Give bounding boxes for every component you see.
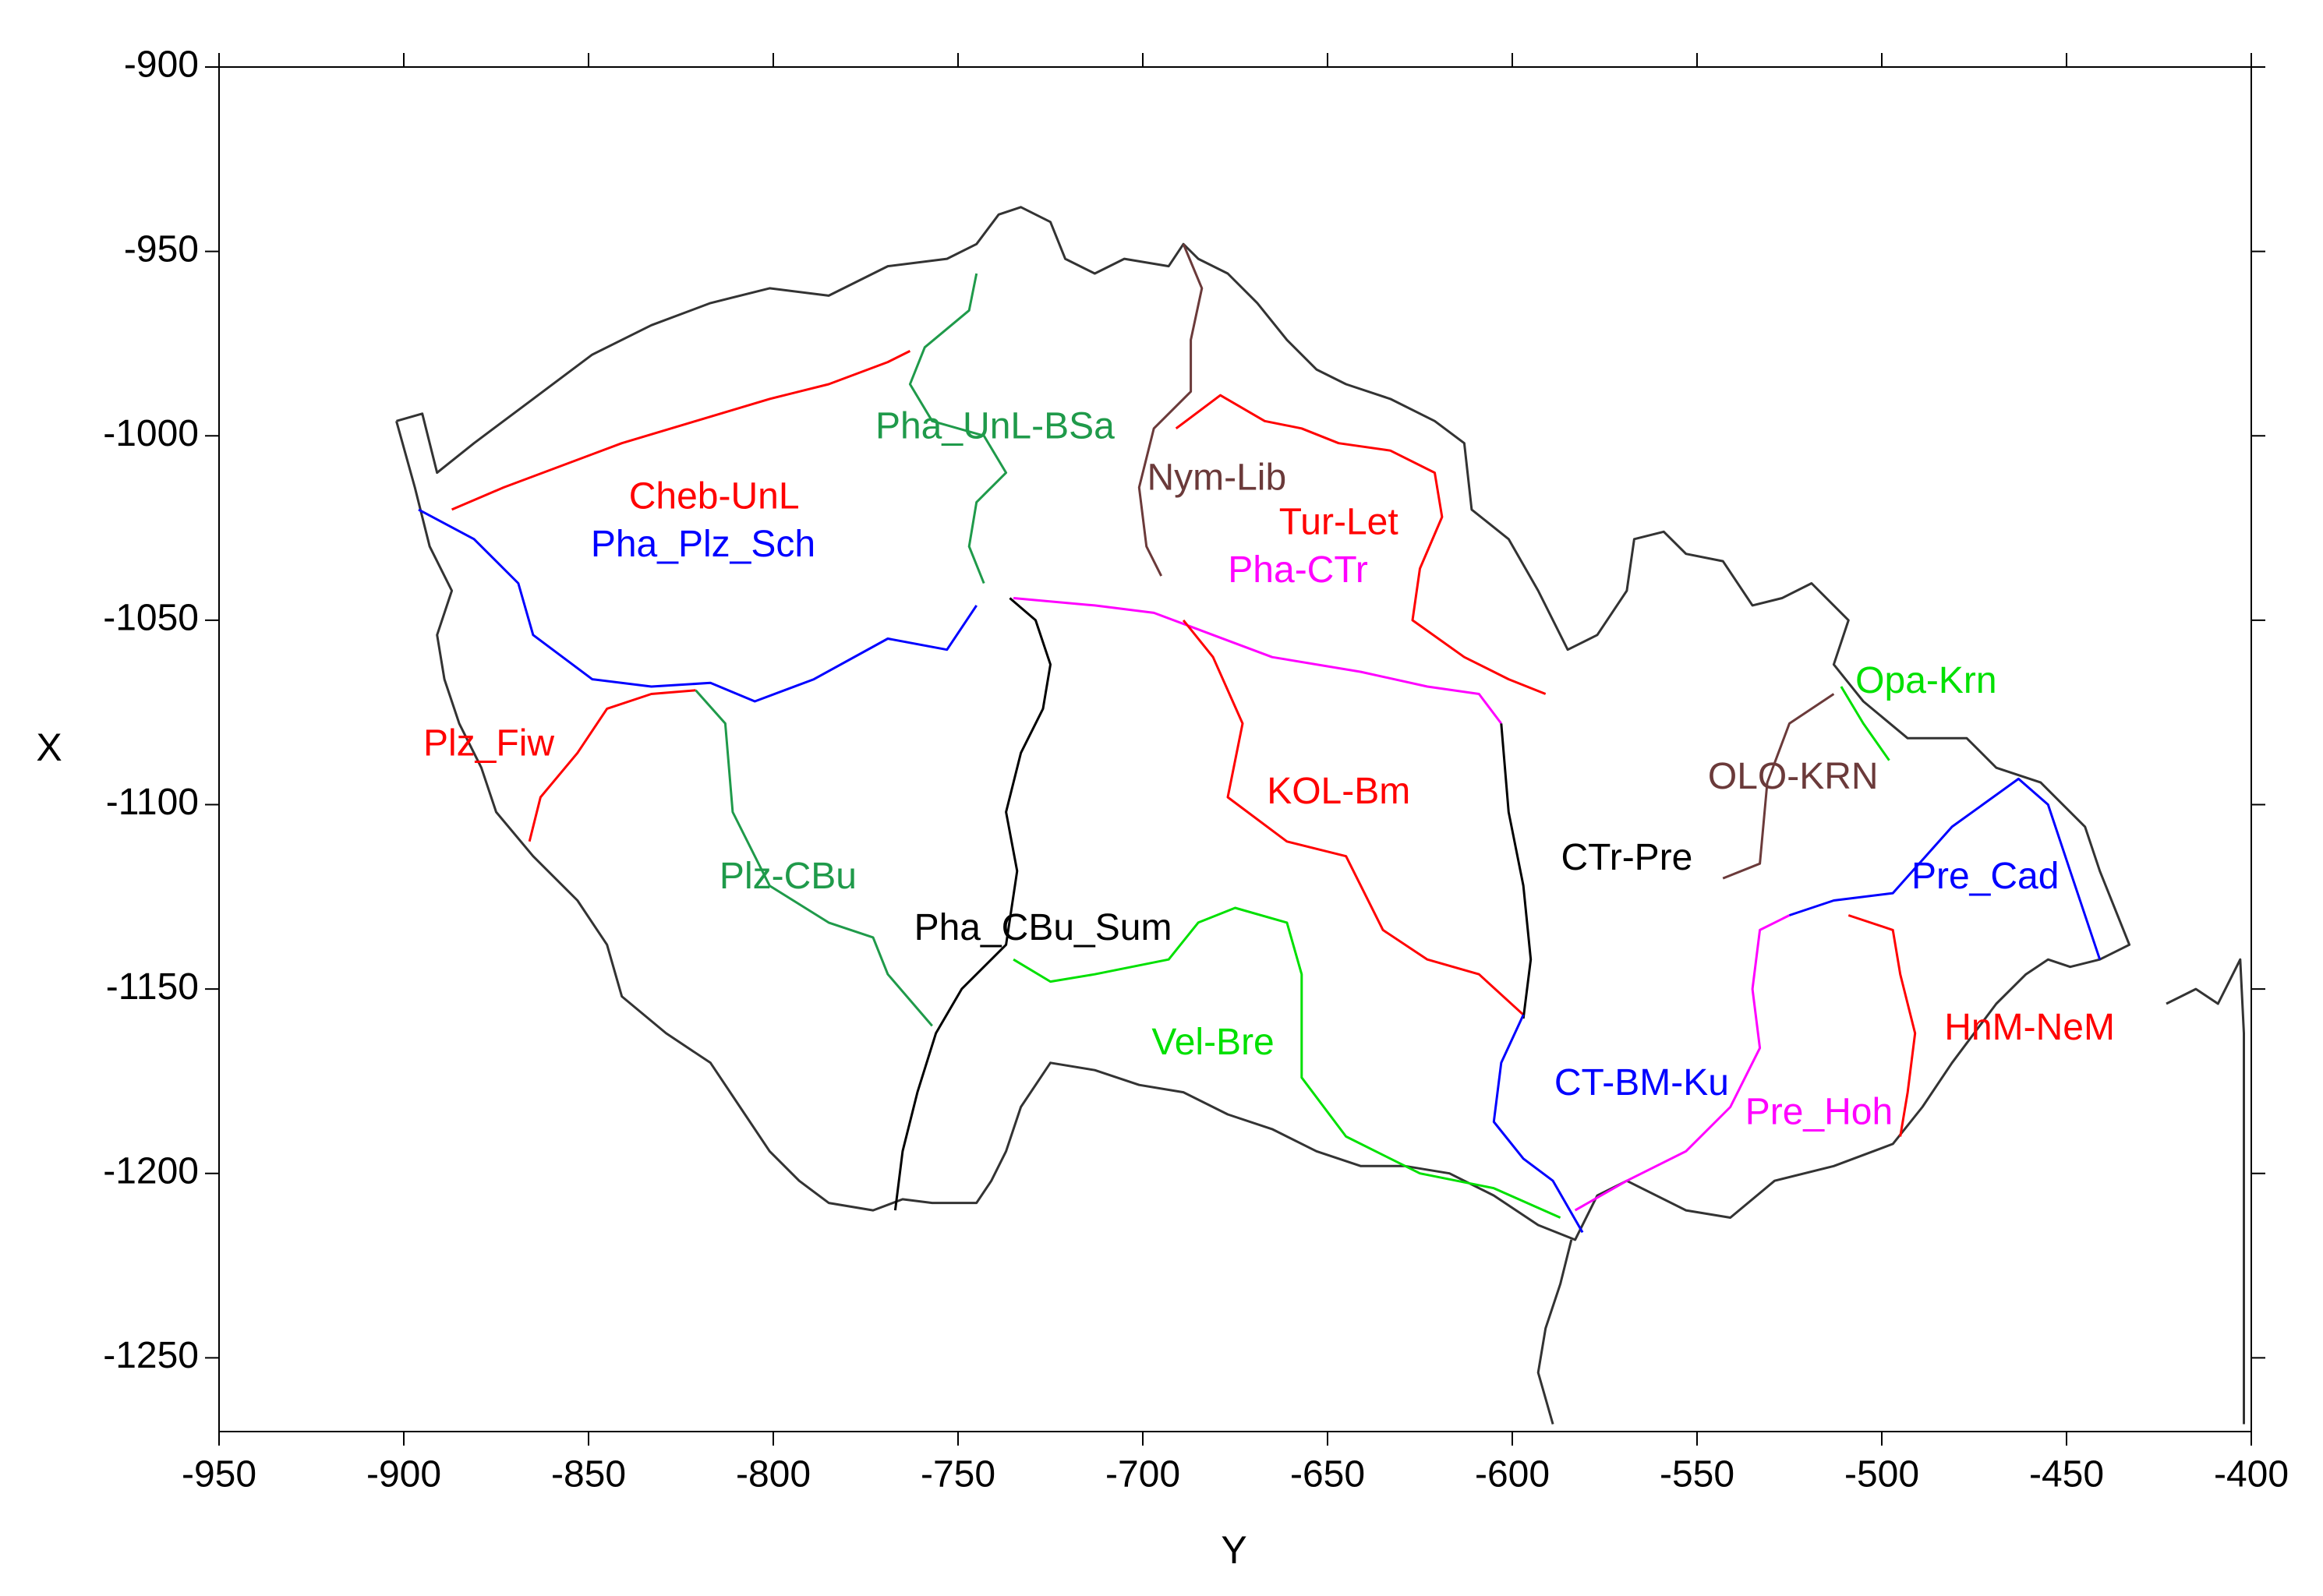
route-label: Pre_Cad bbox=[1911, 856, 2059, 897]
x-tick-label: -500 bbox=[1844, 1454, 1919, 1495]
x-tick-label: -950 bbox=[182, 1454, 256, 1495]
route-line bbox=[1840, 686, 1890, 761]
route-line bbox=[1847, 914, 1917, 1137]
boundary-line bbox=[395, 206, 2131, 1241]
x-tick-label: -800 bbox=[736, 1454, 811, 1495]
x-tick-label: -900 bbox=[366, 1454, 441, 1495]
y-tick-label: -1100 bbox=[106, 782, 199, 823]
route-line bbox=[1013, 906, 1561, 1219]
x-tick-label: -700 bbox=[1105, 1454, 1180, 1495]
boundary-line bbox=[1536, 1239, 1573, 1425]
route-label: Plz_Fiw bbox=[423, 722, 554, 764]
route-label: Opa-Krn bbox=[1855, 660, 1996, 701]
route-label: HnM-NeM bbox=[1944, 1007, 2115, 1048]
y-tick-label: -950 bbox=[124, 228, 199, 270]
route-line bbox=[451, 350, 911, 511]
route-label: Pre_Hoh bbox=[1745, 1092, 1893, 1133]
x-tick-label: -450 bbox=[2029, 1454, 2104, 1495]
y-axis-title: X bbox=[36, 726, 62, 769]
route-label: Pha_UnL-BSa bbox=[875, 405, 1115, 447]
x-tick-label: -750 bbox=[921, 1454, 995, 1495]
x-axis-title: Y bbox=[1221, 1528, 1246, 1572]
x-tick-label: -650 bbox=[1290, 1454, 1365, 1495]
route-label: Nym-Lib bbox=[1147, 457, 1286, 499]
y-tick-label: -1050 bbox=[103, 598, 199, 639]
y-tick-label: -1000 bbox=[103, 413, 199, 454]
route-line bbox=[893, 597, 1052, 1211]
route-line bbox=[1175, 394, 1547, 695]
y-tick-label: -900 bbox=[124, 44, 199, 86]
route-line bbox=[1722, 693, 1835, 880]
route-line bbox=[1574, 914, 1791, 1212]
route-label: Pha-CTr bbox=[1228, 549, 1368, 591]
route-line bbox=[695, 689, 933, 1027]
route-label: KOL-Bm bbox=[1267, 771, 1410, 812]
x-tick-label: -850 bbox=[551, 1454, 626, 1495]
route-label: Cheb-UnL bbox=[629, 475, 800, 517]
x-tick-label: -400 bbox=[2214, 1454, 2289, 1495]
x-tick-label: -600 bbox=[1475, 1454, 1550, 1495]
route-label: OLO-KRN bbox=[1708, 756, 1879, 797]
route-line bbox=[1500, 723, 1533, 1019]
route-line bbox=[1137, 243, 1204, 577]
route-label: CT-BM-Ku bbox=[1554, 1062, 1729, 1103]
plot-frame bbox=[218, 66, 2252, 1432]
route-label: Plz-CBu bbox=[720, 856, 857, 897]
route-label: Vel-Bre bbox=[1151, 1022, 1274, 1063]
y-tick-label: -1200 bbox=[103, 1150, 199, 1192]
route-label: Pha_Plz_Sch bbox=[591, 524, 815, 565]
route-label: Tur-Let bbox=[1279, 501, 1398, 542]
route-line bbox=[418, 508, 978, 703]
y-tick-label: -1150 bbox=[106, 966, 199, 1008]
route-line bbox=[908, 273, 1008, 584]
route-line bbox=[528, 689, 696, 842]
route-line bbox=[1789, 777, 2102, 960]
y-tick-label: -1250 bbox=[103, 1335, 199, 1376]
route-line bbox=[1013, 597, 1502, 725]
x-tick-label: -550 bbox=[1660, 1454, 1734, 1495]
route-line bbox=[1182, 619, 1525, 1016]
route-label: Pha_CBu_Sum bbox=[914, 907, 1172, 948]
route-line bbox=[1492, 1014, 1584, 1234]
boundary-line bbox=[2166, 958, 2245, 1425]
route-label: CTr-Pre bbox=[1561, 837, 1693, 878]
